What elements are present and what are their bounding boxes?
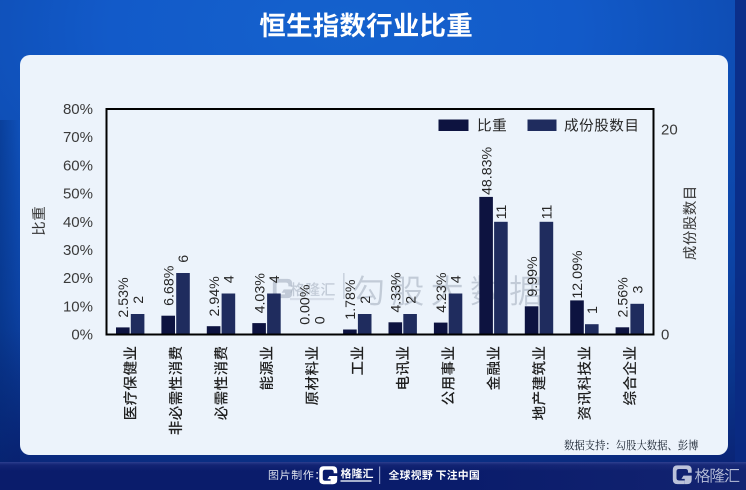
svg-text:4: 4 <box>449 275 465 283</box>
svg-text:50%: 50% <box>63 186 93 203</box>
svg-text:20: 20 <box>661 122 678 139</box>
svg-text:20%: 20% <box>63 270 93 287</box>
svg-text:2: 2 <box>131 296 147 304</box>
svg-text:6.68%: 6.68% <box>161 265 177 306</box>
svg-text:0: 0 <box>661 327 669 344</box>
svg-text:12.09%: 12.09% <box>570 250 586 299</box>
svg-text:11: 11 <box>540 205 556 220</box>
svg-text:80%: 80% <box>63 101 93 118</box>
svg-text:4.33%: 4.33% <box>389 272 405 313</box>
svg-text:48.83%: 48.83% <box>479 146 495 195</box>
svg-text:1: 1 <box>585 306 601 314</box>
svg-text:10%: 10% <box>63 298 93 315</box>
svg-text:60%: 60% <box>63 157 93 174</box>
svg-text:2.56%: 2.56% <box>616 277 632 318</box>
svg-text:0.00%: 0.00% <box>298 284 314 325</box>
svg-text:2.94%: 2.94% <box>207 276 223 317</box>
svg-text:3: 3 <box>630 286 646 294</box>
svg-text:1.78%: 1.78% <box>343 279 359 320</box>
svg-text:4.23%: 4.23% <box>434 272 450 313</box>
svg-text:6: 6 <box>176 255 192 263</box>
svg-text:30%: 30% <box>63 242 93 259</box>
svg-text:0: 0 <box>313 316 329 324</box>
svg-text:11: 11 <box>494 205 510 220</box>
svg-text:4: 4 <box>222 275 238 283</box>
svg-text:2: 2 <box>358 296 374 304</box>
svg-text:0%: 0% <box>71 327 93 344</box>
svg-text:2.53%: 2.53% <box>116 277 132 318</box>
svg-text:2: 2 <box>403 296 419 304</box>
svg-text:4: 4 <box>267 275 283 283</box>
svg-text:9.99%: 9.99% <box>525 256 541 297</box>
svg-text:40%: 40% <box>63 214 93 231</box>
svg-text:70%: 70% <box>63 129 93 146</box>
svg-text:4.03%: 4.03% <box>252 273 268 314</box>
